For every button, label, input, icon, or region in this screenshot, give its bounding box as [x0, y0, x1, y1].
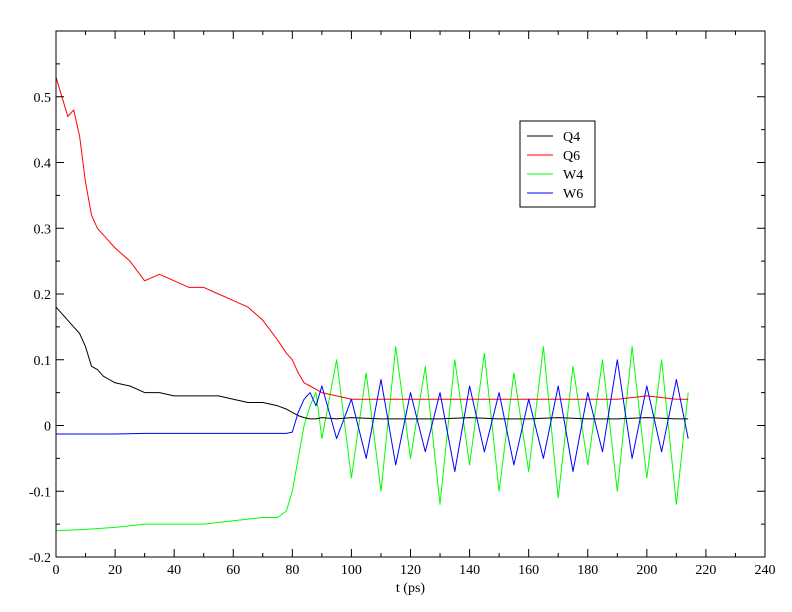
x-axis: 0 20 40 60 80 100 120 140 160 180 200 220 240	[53, 31, 776, 578]
legend-label-w4: W4	[563, 168, 583, 183]
x-tick-label: 140	[459, 563, 480, 578]
y-tick-label: -0.2	[29, 551, 51, 566]
x-tick-label: 0	[53, 563, 60, 578]
x-tick-label: 240	[755, 563, 776, 578]
y-tick-label: 0.5	[34, 91, 52, 106]
series-w4-line	[55, 346, 689, 532]
legend-box	[519, 120, 596, 208]
legend: Q4 Q6 W4 W6	[519, 120, 596, 208]
x-tick-label: 120	[400, 563, 421, 578]
legend-label-q4: Q4	[563, 130, 580, 145]
y-tick-label: 0.4	[34, 157, 52, 172]
x-tick-label: 60	[226, 563, 240, 578]
series-w6-line	[56, 359, 689, 472]
series-lines	[55, 76, 689, 532]
y-tick-label: 0.3	[34, 222, 52, 237]
x-tick-label: 20	[108, 563, 122, 578]
x-axis-title: t (ps)	[396, 581, 426, 596]
y-tick-label: 0	[44, 420, 51, 435]
legend-label-q6: Q6	[563, 149, 580, 164]
y-tick-label: 0.2	[34, 288, 52, 303]
plot-frame	[55, 30, 766, 558]
x-tick-label: 160	[518, 563, 539, 578]
x-tick-label: 100	[341, 563, 362, 578]
y-tick-label: 0.1	[34, 354, 52, 369]
y-axis: -0.2 -0.1 0 0.1 0.2 0.3 0.4 0.5	[29, 63, 765, 566]
x-tick-label: 80	[285, 563, 299, 578]
x-tick-label: 40	[167, 563, 181, 578]
series-q6-line	[55, 76, 689, 400]
legend-label-w6: W6	[563, 187, 583, 202]
x-tick-label: 180	[577, 563, 598, 578]
y-tick-label: -0.1	[29, 485, 51, 500]
x-tick-label: 220	[695, 563, 716, 578]
series-q4-line	[55, 306, 689, 420]
x-tick-label: 200	[636, 563, 657, 578]
